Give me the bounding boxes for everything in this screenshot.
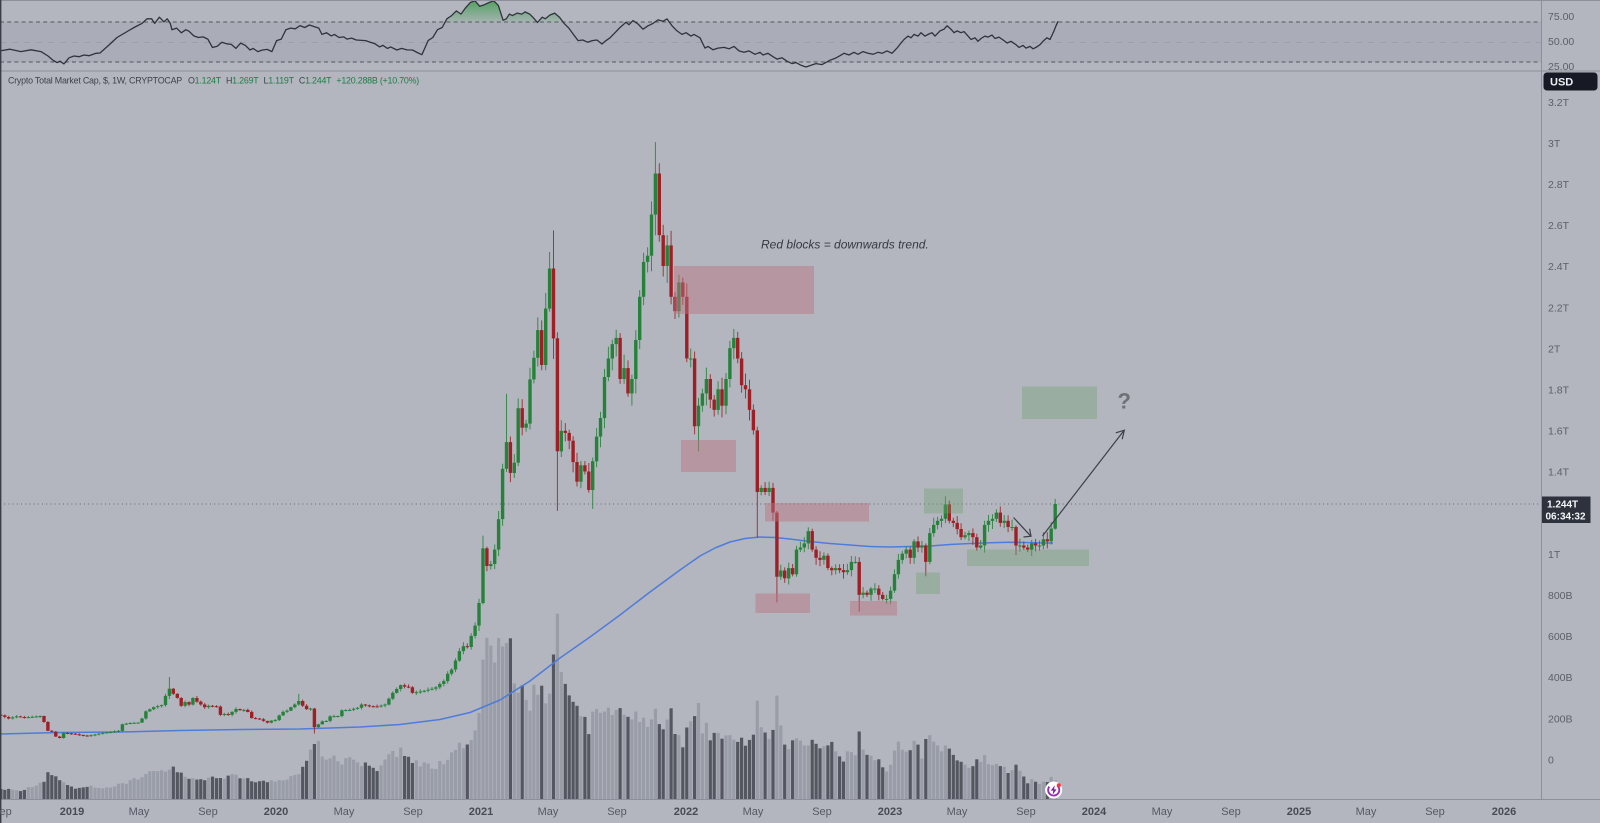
svg-text:2.2T: 2.2T — [1548, 302, 1570, 314]
svg-text:Crypto Total Market Cap, $, 1W: Crypto Total Market Cap, $, 1W, CRYPTOCA… — [8, 76, 419, 86]
svg-text:2.6T: 2.6T — [1548, 220, 1570, 232]
svg-text:1T: 1T — [1548, 549, 1561, 561]
svg-text:May: May — [947, 806, 968, 818]
svg-text:1.244T: 1.244T — [1547, 500, 1578, 511]
svg-text:400B: 400B — [1548, 672, 1573, 684]
svg-text:2023: 2023 — [878, 806, 902, 818]
svg-text:2026: 2026 — [1492, 806, 1516, 818]
svg-text:2T: 2T — [1548, 343, 1561, 355]
svg-text:May: May — [538, 806, 559, 818]
svg-text:1.6T: 1.6T — [1548, 426, 1570, 438]
svg-text:50.00: 50.00 — [1548, 36, 1574, 48]
svg-text:May: May — [743, 806, 764, 818]
svg-text:1.8T: 1.8T — [1548, 385, 1570, 397]
svg-text:Sep: Sep — [1221, 806, 1241, 818]
svg-text:Red blocks = downwards trend.: Red blocks = downwards trend. — [761, 238, 929, 252]
svg-text:75.00: 75.00 — [1548, 11, 1574, 23]
svg-text:Sep: Sep — [607, 806, 627, 818]
svg-text:Sep: Sep — [198, 806, 218, 818]
svg-text:Sep: Sep — [0, 806, 12, 818]
svg-text:3.2T: 3.2T — [1548, 97, 1570, 109]
svg-text:2022: 2022 — [674, 806, 698, 818]
svg-text:May: May — [1356, 806, 1377, 818]
svg-text:Sep: Sep — [403, 806, 423, 818]
svg-text:?: ? — [1118, 389, 1131, 414]
svg-text:May: May — [334, 806, 355, 818]
svg-text:2.8T: 2.8T — [1548, 179, 1570, 191]
svg-text:USD: USD — [1550, 77, 1573, 89]
svg-text:600B: 600B — [1548, 631, 1573, 643]
svg-text:Sep: Sep — [1016, 806, 1036, 818]
svg-text:3T: 3T — [1548, 138, 1561, 150]
svg-text:Sep: Sep — [812, 806, 832, 818]
svg-text:0: 0 — [1548, 754, 1554, 766]
svg-text:Sep: Sep — [1425, 806, 1445, 818]
svg-text:800B: 800B — [1548, 590, 1573, 602]
svg-text:May: May — [129, 806, 150, 818]
svg-text:1.4T: 1.4T — [1548, 467, 1570, 479]
svg-text:2021: 2021 — [469, 806, 493, 818]
svg-text:2020: 2020 — [264, 806, 288, 818]
svg-text:2024: 2024 — [1082, 806, 1107, 818]
svg-text:2025: 2025 — [1287, 806, 1311, 818]
svg-text:2019: 2019 — [60, 806, 84, 818]
svg-text:May: May — [1152, 806, 1173, 818]
svg-text:200B: 200B — [1548, 713, 1573, 725]
svg-text:06:34:32: 06:34:32 — [1546, 512, 1586, 523]
svg-text:25.00: 25.00 — [1548, 61, 1574, 73]
svg-text:2.4T: 2.4T — [1548, 261, 1570, 273]
